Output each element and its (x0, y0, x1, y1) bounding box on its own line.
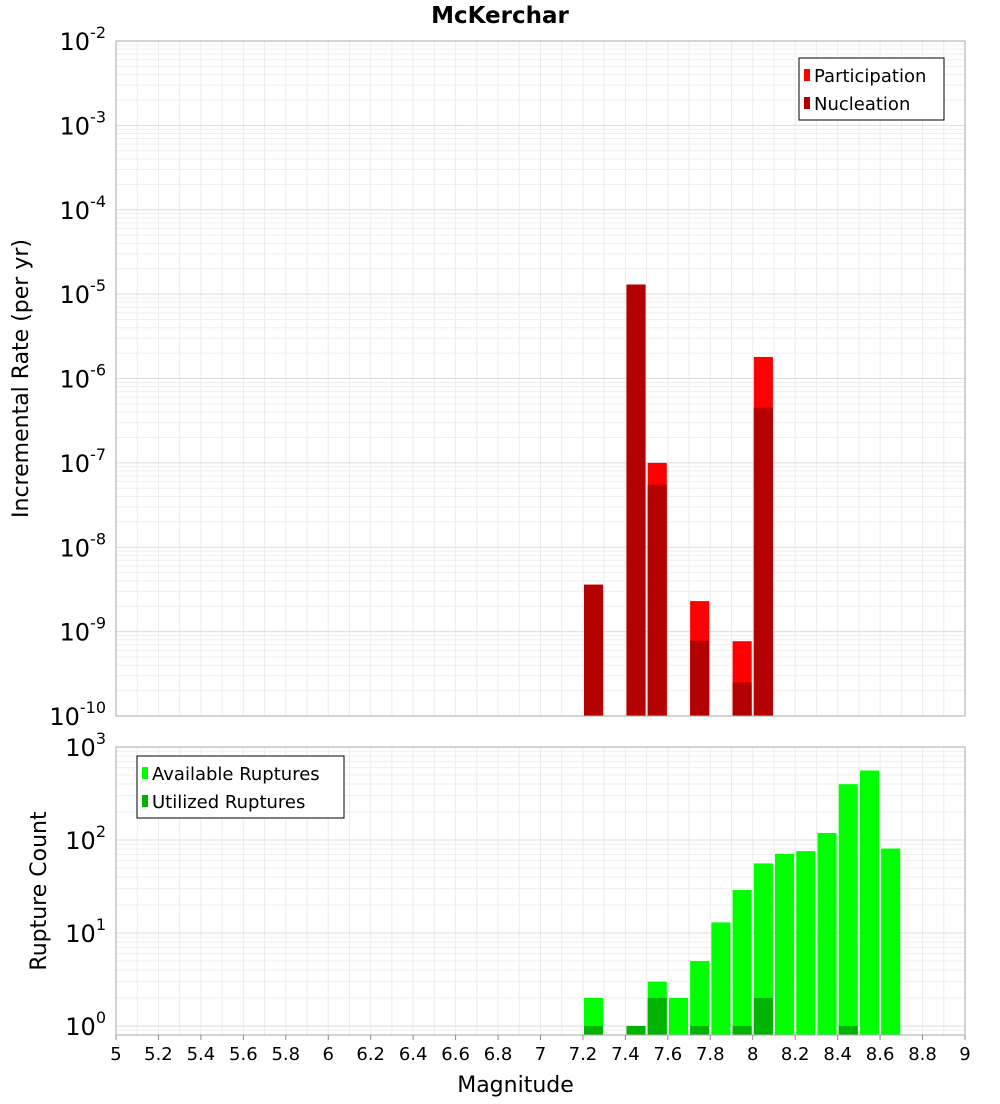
x-tick-label: 8.8 (908, 1044, 937, 1065)
bar-available-ruptures (732, 889, 752, 1035)
y-tick-label: 102 (65, 822, 106, 855)
legend-label: Nucleation (814, 94, 910, 115)
bar-nucleation (732, 682, 752, 716)
bar-available-ruptures (859, 770, 880, 1035)
bar-available-ruptures (838, 784, 858, 1035)
legend-swatch (142, 795, 148, 807)
plot-frame (115, 40, 966, 717)
bar-nucleation (690, 640, 710, 716)
x-tick-label: 7.6 (654, 1044, 683, 1065)
y-tick-label: 10-5 (60, 276, 107, 309)
bar-utilized-ruptures (647, 997, 667, 1035)
bar-available-ruptures (817, 832, 837, 1035)
y-axis-title: Incremental Rate (per yr) (9, 239, 34, 518)
legend-label: Participation (814, 66, 926, 87)
y-tick-label: 10-4 (60, 192, 107, 225)
x-tick-label: 6.2 (356, 1044, 385, 1065)
x-tick-label: 6 (323, 1044, 334, 1065)
y-tick-label: 10-7 (60, 445, 107, 478)
bar-utilized-ruptures (584, 1025, 604, 1035)
x-axis-title: Magnitude (457, 1073, 574, 1098)
y-tick-label: 10-9 (60, 614, 107, 647)
y-tick-label: 103 (65, 729, 106, 762)
y-tick-label: 101 (65, 915, 106, 948)
bar-available-ruptures (690, 960, 710, 1035)
x-tick-label: 8.4 (823, 1044, 852, 1065)
bar-utilized-ruptures (732, 1025, 752, 1035)
x-tick-label: 6.8 (484, 1044, 513, 1065)
x-tick-label: 7.2 (569, 1044, 598, 1065)
x-tick-label: 5.6 (229, 1044, 258, 1065)
bar-available-ruptures (775, 853, 795, 1035)
y-tick-label: 100 (65, 1008, 106, 1041)
x-tick-label: 8.6 (866, 1044, 895, 1065)
y-tick-label: 10-8 (60, 529, 107, 562)
bar-utilized-ruptures (838, 1025, 858, 1035)
bar-available-ruptures (753, 863, 773, 1035)
legend-swatch (804, 69, 810, 81)
x-tick-label: 6.6 (441, 1044, 470, 1065)
legend-box (798, 57, 945, 121)
bar-available-ruptures (584, 997, 604, 1035)
y-tick-label: 10-6 (60, 361, 107, 394)
x-tick-label: 7 (535, 1044, 546, 1065)
bar-utilized-ruptures (753, 997, 773, 1035)
legend-swatch (804, 97, 810, 109)
bar-nucleation (584, 584, 604, 716)
x-tick-label: 8.2 (781, 1044, 810, 1065)
x-tick-label: 5.2 (144, 1044, 173, 1065)
bar-nucleation (753, 407, 773, 716)
x-tick-label: 8 (747, 1044, 758, 1065)
x-tick-label: 6.4 (399, 1044, 428, 1065)
chart-title: McKerchar (431, 3, 569, 29)
x-tick-label: 7.8 (696, 1044, 725, 1065)
x-tick-label: 5.4 (187, 1044, 216, 1065)
legend-label: Available Ruptures (152, 764, 320, 785)
y-axis-title: Rupture Count (27, 811, 52, 971)
y-tick-label: 10-2 (60, 23, 107, 56)
bar-nucleation (626, 284, 646, 716)
bar-utilized-ruptures (690, 1025, 710, 1035)
y-tick-label: 10-10 (49, 698, 106, 731)
plot-area-1 (115, 40, 966, 717)
legend-swatch (142, 767, 148, 779)
x-tick-label: 5 (110, 1044, 121, 1065)
bar-available-ruptures (668, 997, 689, 1035)
bar-nucleation (647, 484, 667, 716)
legend-label: Utilized Ruptures (152, 792, 305, 813)
bar-available-ruptures (796, 851, 816, 1035)
y-tick-label: 10-3 (60, 107, 107, 140)
x-tick-label: 9 (959, 1044, 970, 1065)
bar-available-ruptures (711, 922, 731, 1035)
x-tick-label: 7.4 (611, 1044, 640, 1065)
x-tick-label: 5.8 (271, 1044, 300, 1065)
legend-box (136, 755, 345, 819)
bar-utilized-ruptures (626, 1025, 646, 1035)
bar-available-ruptures (881, 848, 901, 1035)
